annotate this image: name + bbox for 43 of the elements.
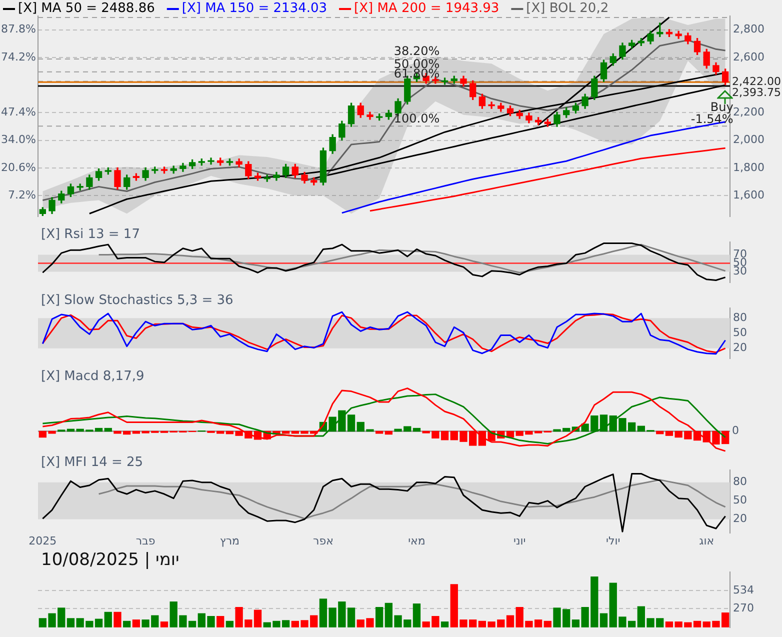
y-tick-label: 50 <box>733 326 747 340</box>
x-tick-label: אפר <box>312 534 334 548</box>
y2-tick-label: 74.2% <box>1 50 36 64</box>
annotation: Buy <box>710 100 734 114</box>
x-tick-label: פבר <box>136 534 156 548</box>
chart-title: יומי | 10/08/2025 <box>41 550 180 570</box>
x-tick-label: מרץ <box>220 534 240 548</box>
y-tick-label: 20 <box>733 512 747 526</box>
y-tick-label: 2,200 <box>733 106 764 119</box>
ref-line-label: 0 <box>732 424 739 438</box>
legend-label: [X] MA 50 = 2488.86 <box>18 0 155 16</box>
y-tick-label: 2,600 <box>733 50 764 64</box>
y-tick-label: 534 <box>733 583 754 596</box>
y2-tick-label: 7.2% <box>8 188 36 202</box>
chart-title: [X] MFI 14 = 25 <box>41 454 144 470</box>
y-tick-label: 20 <box>733 341 747 354</box>
y-tick-label: 50 <box>733 494 747 507</box>
chart-title: [X] Slow Stochastics 5,3 = 36 <box>41 292 234 308</box>
y-tick-label: 1,600 <box>733 188 764 202</box>
legend-label: [X] BOL 20,2 <box>526 0 609 16</box>
x-tick-label: מאי <box>408 534 426 548</box>
annotation: 38.20% <box>394 44 440 58</box>
ref-line-label: 2,422.00 <box>732 74 781 88</box>
y-tick-label: 2,800 <box>733 22 764 36</box>
ref-line-label: 2,393.75 <box>732 86 781 99</box>
x-tick-label: יולי <box>606 534 620 548</box>
y-tick-label: 270 <box>733 602 754 615</box>
x-tick-label: יוני <box>513 534 526 548</box>
x-tick-label: אוג <box>699 534 714 548</box>
y-tick-label: 80 <box>733 310 747 324</box>
y-tick-label: 2,000 <box>733 133 764 146</box>
legend-label: [X] MA 150 = 2134.03 <box>182 0 328 16</box>
chart-title: [X] Macd 8,17,9 <box>41 368 144 384</box>
y2-tick-label: 20.6% <box>1 160 36 174</box>
y2-tick-label: 47.4% <box>1 106 36 119</box>
annotation: 100.0% <box>394 111 440 126</box>
x-tick-label: 2025 <box>28 534 57 548</box>
y-tick-label: 80 <box>733 475 747 488</box>
y2-tick-label: 34.0% <box>1 133 36 146</box>
y2-tick-label: 87.8% <box>1 22 36 36</box>
legend-label: [X] MA 200 = 1943.93 <box>354 0 500 16</box>
chart-title: [X] Rsi 13 = 17 <box>41 226 140 242</box>
y-tick-label: 1,800 <box>733 160 764 174</box>
